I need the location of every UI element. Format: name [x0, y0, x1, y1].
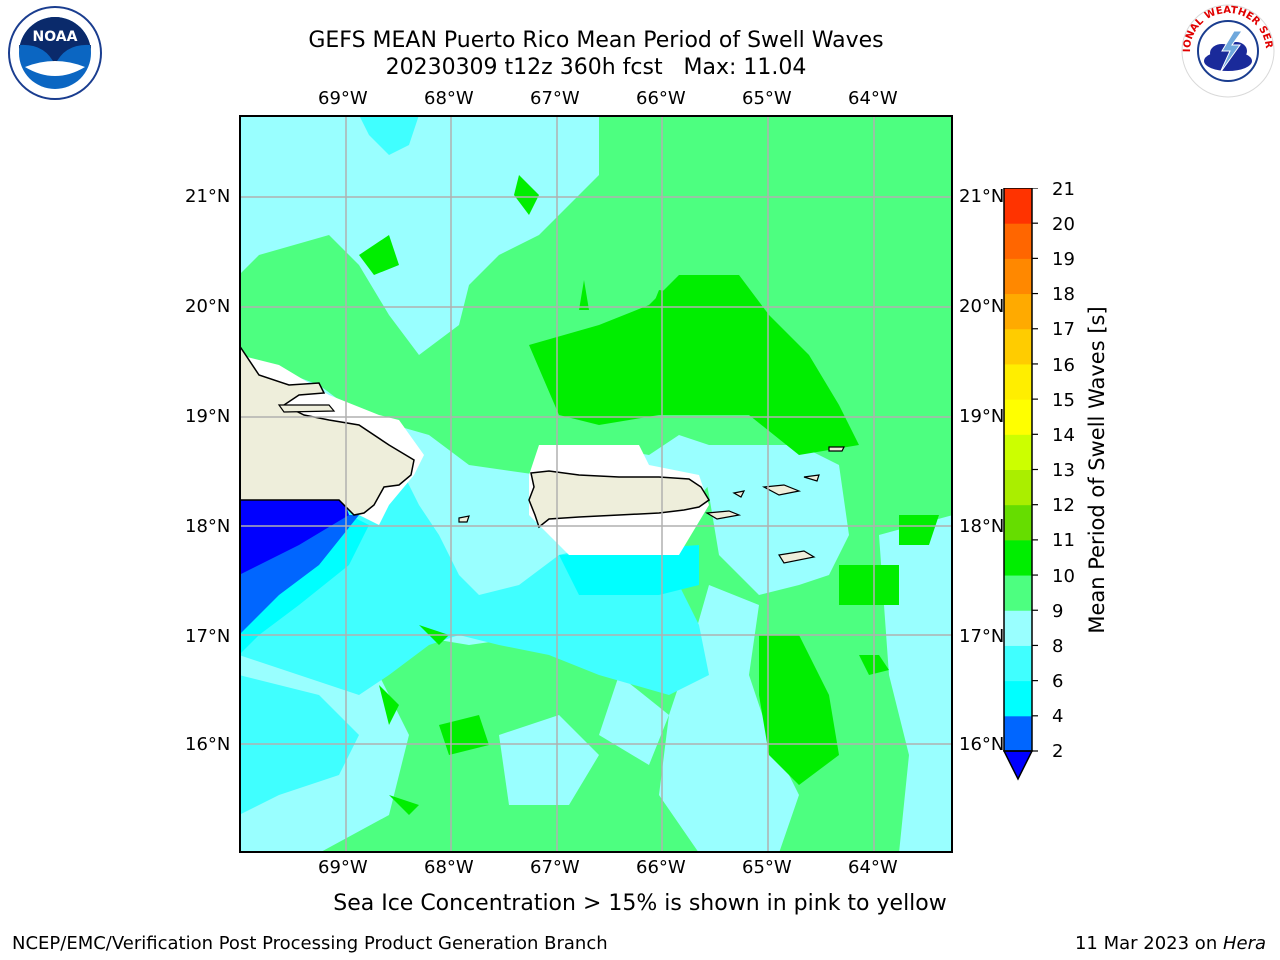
lat-label-right: 17°N	[959, 626, 1005, 647]
colorbar-segment	[1004, 223, 1032, 259]
sea-ice-note: Sea Ice Concentration > 15% is shown in …	[333, 891, 947, 916]
lon-label-bottom: 64°W	[848, 857, 898, 878]
lon-label-top: 64°W	[848, 88, 898, 109]
lat-label-left: 19°N	[185, 406, 231, 427]
colorbar-segment	[1004, 363, 1032, 400]
colorbar-segment	[1004, 610, 1032, 646]
colorbar-segment	[1004, 188, 1032, 224]
footer-branch: NCEP/EMC/Verification Post Processing Pr…	[12, 933, 608, 954]
footer-date: 11 Mar 2023 on	[1074, 933, 1223, 954]
colorbar-svg	[1002, 187, 1038, 781]
swell-period-map	[239, 115, 953, 853]
lon-label-top: 65°W	[742, 88, 792, 109]
colorbar-tick: 6	[1052, 671, 1064, 692]
graticule	[239, 115, 953, 853]
colorbar-tick: 2	[1052, 741, 1064, 762]
colorbar-tick: 15	[1052, 390, 1075, 411]
lat-label-left: 20°N	[185, 296, 231, 317]
lon-label-bottom: 66°W	[636, 857, 686, 878]
lat-label-right: 19°N	[959, 406, 1005, 427]
colorbar-segment	[1004, 645, 1032, 682]
noaa-logo: NOAA	[5, 5, 105, 105]
colorbar-segment	[1004, 258, 1032, 295]
map-frame	[239, 115, 953, 853]
colorbar-tick: 9	[1052, 601, 1064, 622]
colorbar-segment	[1004, 539, 1032, 576]
colorbar-tick: 14	[1052, 425, 1075, 446]
colorbar-extension	[1002, 750, 1034, 781]
colorbar-tick: 12	[1052, 495, 1075, 516]
lon-label-top: 68°W	[424, 88, 474, 109]
lat-label-right: 21°N	[959, 186, 1005, 207]
lon-label-bottom: 65°W	[742, 857, 792, 878]
colorbar-tick: 13	[1052, 460, 1075, 481]
lon-label-top: 67°W	[530, 88, 580, 109]
puerto-rico-landmass	[528, 470, 711, 529]
lon-label-bottom: 69°W	[318, 857, 368, 878]
map-canvas	[239, 115, 953, 853]
colorbar-segment	[1004, 680, 1032, 717]
colorbar-tick: 21	[1052, 179, 1075, 200]
lon-label-top: 69°W	[318, 88, 368, 109]
lat-label-left: 17°N	[185, 626, 231, 647]
lon-label-bottom: 68°W	[424, 857, 474, 878]
colorbar-tick: 18	[1052, 284, 1075, 305]
colorbar-tick: 17	[1052, 319, 1075, 340]
colorbar-tick: 8	[1052, 636, 1064, 657]
hispaniola-landmass	[239, 343, 415, 516]
lat-label-left: 21°N	[185, 186, 231, 207]
colorbar-segment	[1004, 399, 1032, 435]
colorbar	[1002, 187, 1083, 788]
colorbar-segment	[1004, 434, 1032, 470]
footer-machine: Hera	[1222, 933, 1266, 954]
colorbar-tick: 11	[1052, 530, 1075, 551]
lat-label-right: 18°N	[959, 516, 1005, 537]
plot-title-line1: GEFS MEAN Puerto Rico Mean Period of Swe…	[308, 28, 884, 53]
footer-date-block: 11 Mar 2023 on Hera	[1075, 934, 1266, 954]
colorbar-tick: 16	[1052, 355, 1075, 376]
lat-label-left: 16°N	[185, 734, 231, 755]
colorbar-tick: 19	[1052, 249, 1075, 270]
lat-label-left: 18°N	[185, 516, 231, 537]
colorbar-tick: 4	[1052, 706, 1064, 727]
swell-band-below-2	[239, 500, 349, 575]
swell-band-10-11	[359, 175, 939, 815]
colorbar-segment	[1004, 328, 1032, 365]
nws-logo: NATIONAL WEATHER SERVICE	[1174, 0, 1278, 103]
swell-band-4-6	[239, 515, 699, 655]
colorbar-segment	[1004, 293, 1032, 330]
lon-label-top: 66°W	[636, 88, 686, 109]
noaa-logo-text: NOAA	[33, 29, 78, 45]
lat-label-right: 16°N	[959, 734, 1005, 755]
colorbar-segment	[1004, 575, 1032, 611]
lat-label-right: 20°N	[959, 296, 1005, 317]
colorbar-segment	[1004, 469, 1032, 506]
colorbar-label: Mean Period of Swell Waves [s]	[1085, 306, 1109, 634]
colorbar-segment	[1004, 715, 1032, 752]
colorbar-tick: 10	[1052, 566, 1075, 587]
colorbar-segment	[1004, 504, 1032, 541]
plot-title-line2: 20230309 t12z 360h fcst Max: 11.04	[385, 55, 807, 80]
small-islands	[458, 446, 845, 564]
lon-label-bottom: 67°W	[530, 857, 580, 878]
colorbar-tick: 20	[1052, 214, 1075, 235]
